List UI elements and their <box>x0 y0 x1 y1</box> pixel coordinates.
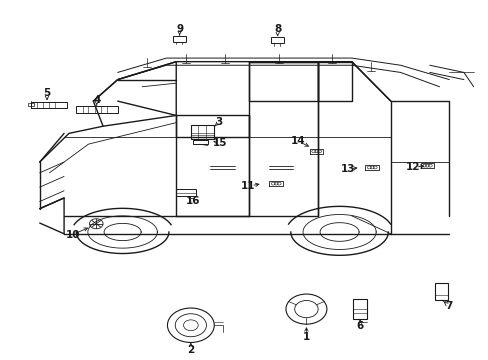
Bar <box>176 189 195 196</box>
Text: 3: 3 <box>215 117 223 127</box>
Text: 1: 1 <box>302 332 309 342</box>
Text: 4: 4 <box>93 95 100 105</box>
Bar <box>352 300 366 319</box>
Text: 5: 5 <box>43 88 51 98</box>
Text: 2: 2 <box>187 345 194 355</box>
Text: 16: 16 <box>185 196 200 206</box>
Bar <box>172 36 186 42</box>
Text: 8: 8 <box>273 24 281 35</box>
Text: 10: 10 <box>65 230 80 239</box>
Bar <box>28 103 34 106</box>
Bar <box>193 140 207 144</box>
Bar <box>270 37 284 43</box>
Text: 11: 11 <box>241 181 255 191</box>
Text: 7: 7 <box>445 301 452 311</box>
Text: 12: 12 <box>405 162 419 172</box>
Text: 15: 15 <box>212 138 227 148</box>
Bar <box>31 102 67 108</box>
Text: 14: 14 <box>290 136 305 146</box>
Text: 9: 9 <box>176 24 183 35</box>
Bar <box>76 106 118 113</box>
Text: 13: 13 <box>340 164 354 174</box>
Bar <box>434 283 447 300</box>
Text: 6: 6 <box>356 321 363 331</box>
Bar <box>190 125 214 139</box>
